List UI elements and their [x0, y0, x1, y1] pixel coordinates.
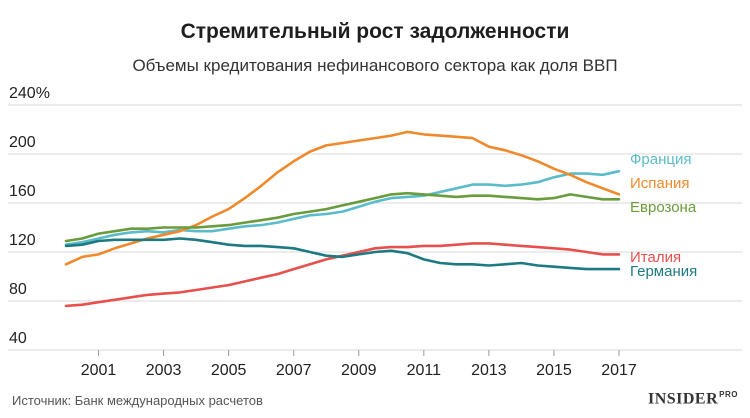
x-tick-label: 2005	[211, 362, 247, 379]
x-axis: 2001 2003 2005 2007 2009 2011 2013 2015 2017	[81, 350, 637, 379]
y-tick-label: 160	[9, 183, 36, 200]
series-line	[64, 237, 621, 271]
y-tick-label: 120	[9, 232, 36, 249]
legend-label: Франция	[630, 151, 691, 168]
brand-name: INSIDER	[647, 390, 719, 408]
x-tick-label: 2011	[407, 362, 442, 379]
y-tick-label: 200	[9, 134, 36, 151]
x-tick-label: 2001	[81, 362, 117, 379]
series-line	[64, 130, 621, 266]
grid	[8, 104, 742, 351]
source-note: Источник: Банк международных расчетов	[12, 393, 263, 408]
brand-logo: INSIDERPRO	[648, 390, 738, 408]
x-tick-label: 2013	[471, 362, 507, 379]
x-tick-label: 2015	[536, 362, 572, 379]
x-tick-label: 2017	[601, 362, 637, 379]
legend-label: Еврозона	[630, 199, 697, 216]
chart-title: Стремительный рост задолженности	[180, 20, 570, 43]
x-tick-label: 2009	[341, 362, 377, 379]
y-axis: 40 80 120 160 200 240%	[9, 85, 50, 347]
legend-label: Германия	[630, 263, 697, 280]
x-tick-label: 2007	[276, 362, 312, 379]
series-line	[64, 242, 621, 308]
series	[64, 130, 621, 308]
brand-suffix: PRO	[719, 390, 738, 399]
series-line	[64, 191, 621, 243]
legend-label: Испания	[630, 175, 690, 192]
y-tick-label: 240%	[9, 85, 50, 102]
series-line	[64, 169, 621, 246]
chart-subtitle: Объемы кредитования нефинансового сектор…	[132, 56, 618, 75]
legend-label: Италия	[630, 249, 681, 266]
x-tick-label: 2003	[146, 362, 182, 379]
y-tick-label: 40	[9, 330, 27, 347]
y-tick-label: 80	[9, 281, 27, 298]
